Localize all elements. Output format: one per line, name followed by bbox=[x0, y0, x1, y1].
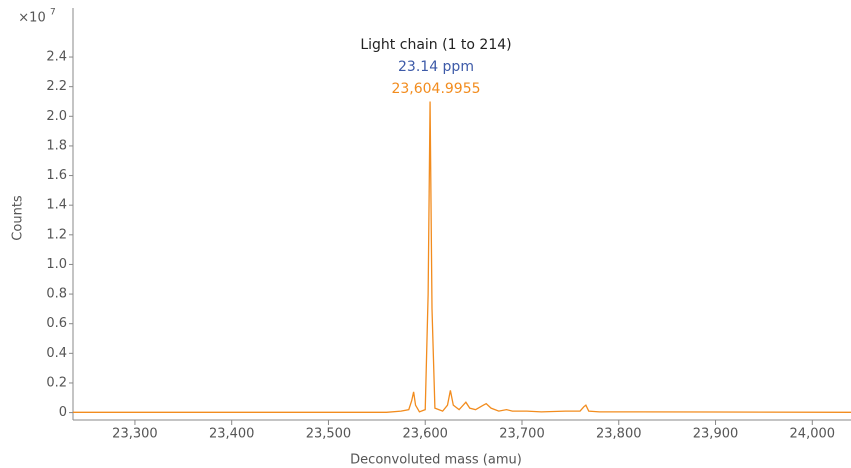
x-tick-label: 23,600 bbox=[402, 427, 448, 442]
y-tick-label: 2.4 bbox=[46, 50, 67, 65]
y-tick-label: 0.2 bbox=[46, 375, 67, 390]
x-tick-label: 23,300 bbox=[112, 427, 158, 442]
y-multiplier: ×10 bbox=[18, 11, 45, 26]
x-tick-label: 23,400 bbox=[209, 427, 255, 442]
x-tick-label: 23,500 bbox=[306, 427, 352, 442]
y-tick-label: 1.0 bbox=[46, 257, 67, 272]
y-tick-label: 1.2 bbox=[46, 227, 67, 242]
annotation: 23.14 ppm bbox=[398, 59, 474, 75]
y-tick-label: 1.6 bbox=[46, 168, 67, 183]
y-tick-label: 2.0 bbox=[46, 109, 67, 124]
y-multiplier-exponent: 7 bbox=[50, 8, 56, 18]
x-tick-label: 23,700 bbox=[499, 427, 545, 442]
annotation: 23,604.9955 bbox=[391, 81, 480, 97]
x-axis-title: Deconvoluted mass (amu) bbox=[350, 453, 522, 468]
y-tick-label: 0 bbox=[59, 405, 67, 420]
y-tick-label: 0.6 bbox=[46, 316, 67, 331]
y-tick-label: 1.8 bbox=[46, 138, 67, 153]
y-tick-label: 0.8 bbox=[46, 287, 67, 302]
x-tick-label: 24,000 bbox=[790, 427, 836, 442]
x-tick-label: 23,900 bbox=[693, 427, 739, 442]
x-tick-label: 23,800 bbox=[596, 427, 642, 442]
spectrum-line bbox=[73, 101, 851, 413]
y-tick-label: 1.4 bbox=[46, 198, 67, 213]
y-axis-title: Counts bbox=[11, 195, 26, 241]
y-tick-label: 0.4 bbox=[46, 346, 67, 361]
y-tick-label: 2.2 bbox=[46, 79, 67, 94]
annotation: Light chain (1 to 214) bbox=[360, 37, 511, 53]
